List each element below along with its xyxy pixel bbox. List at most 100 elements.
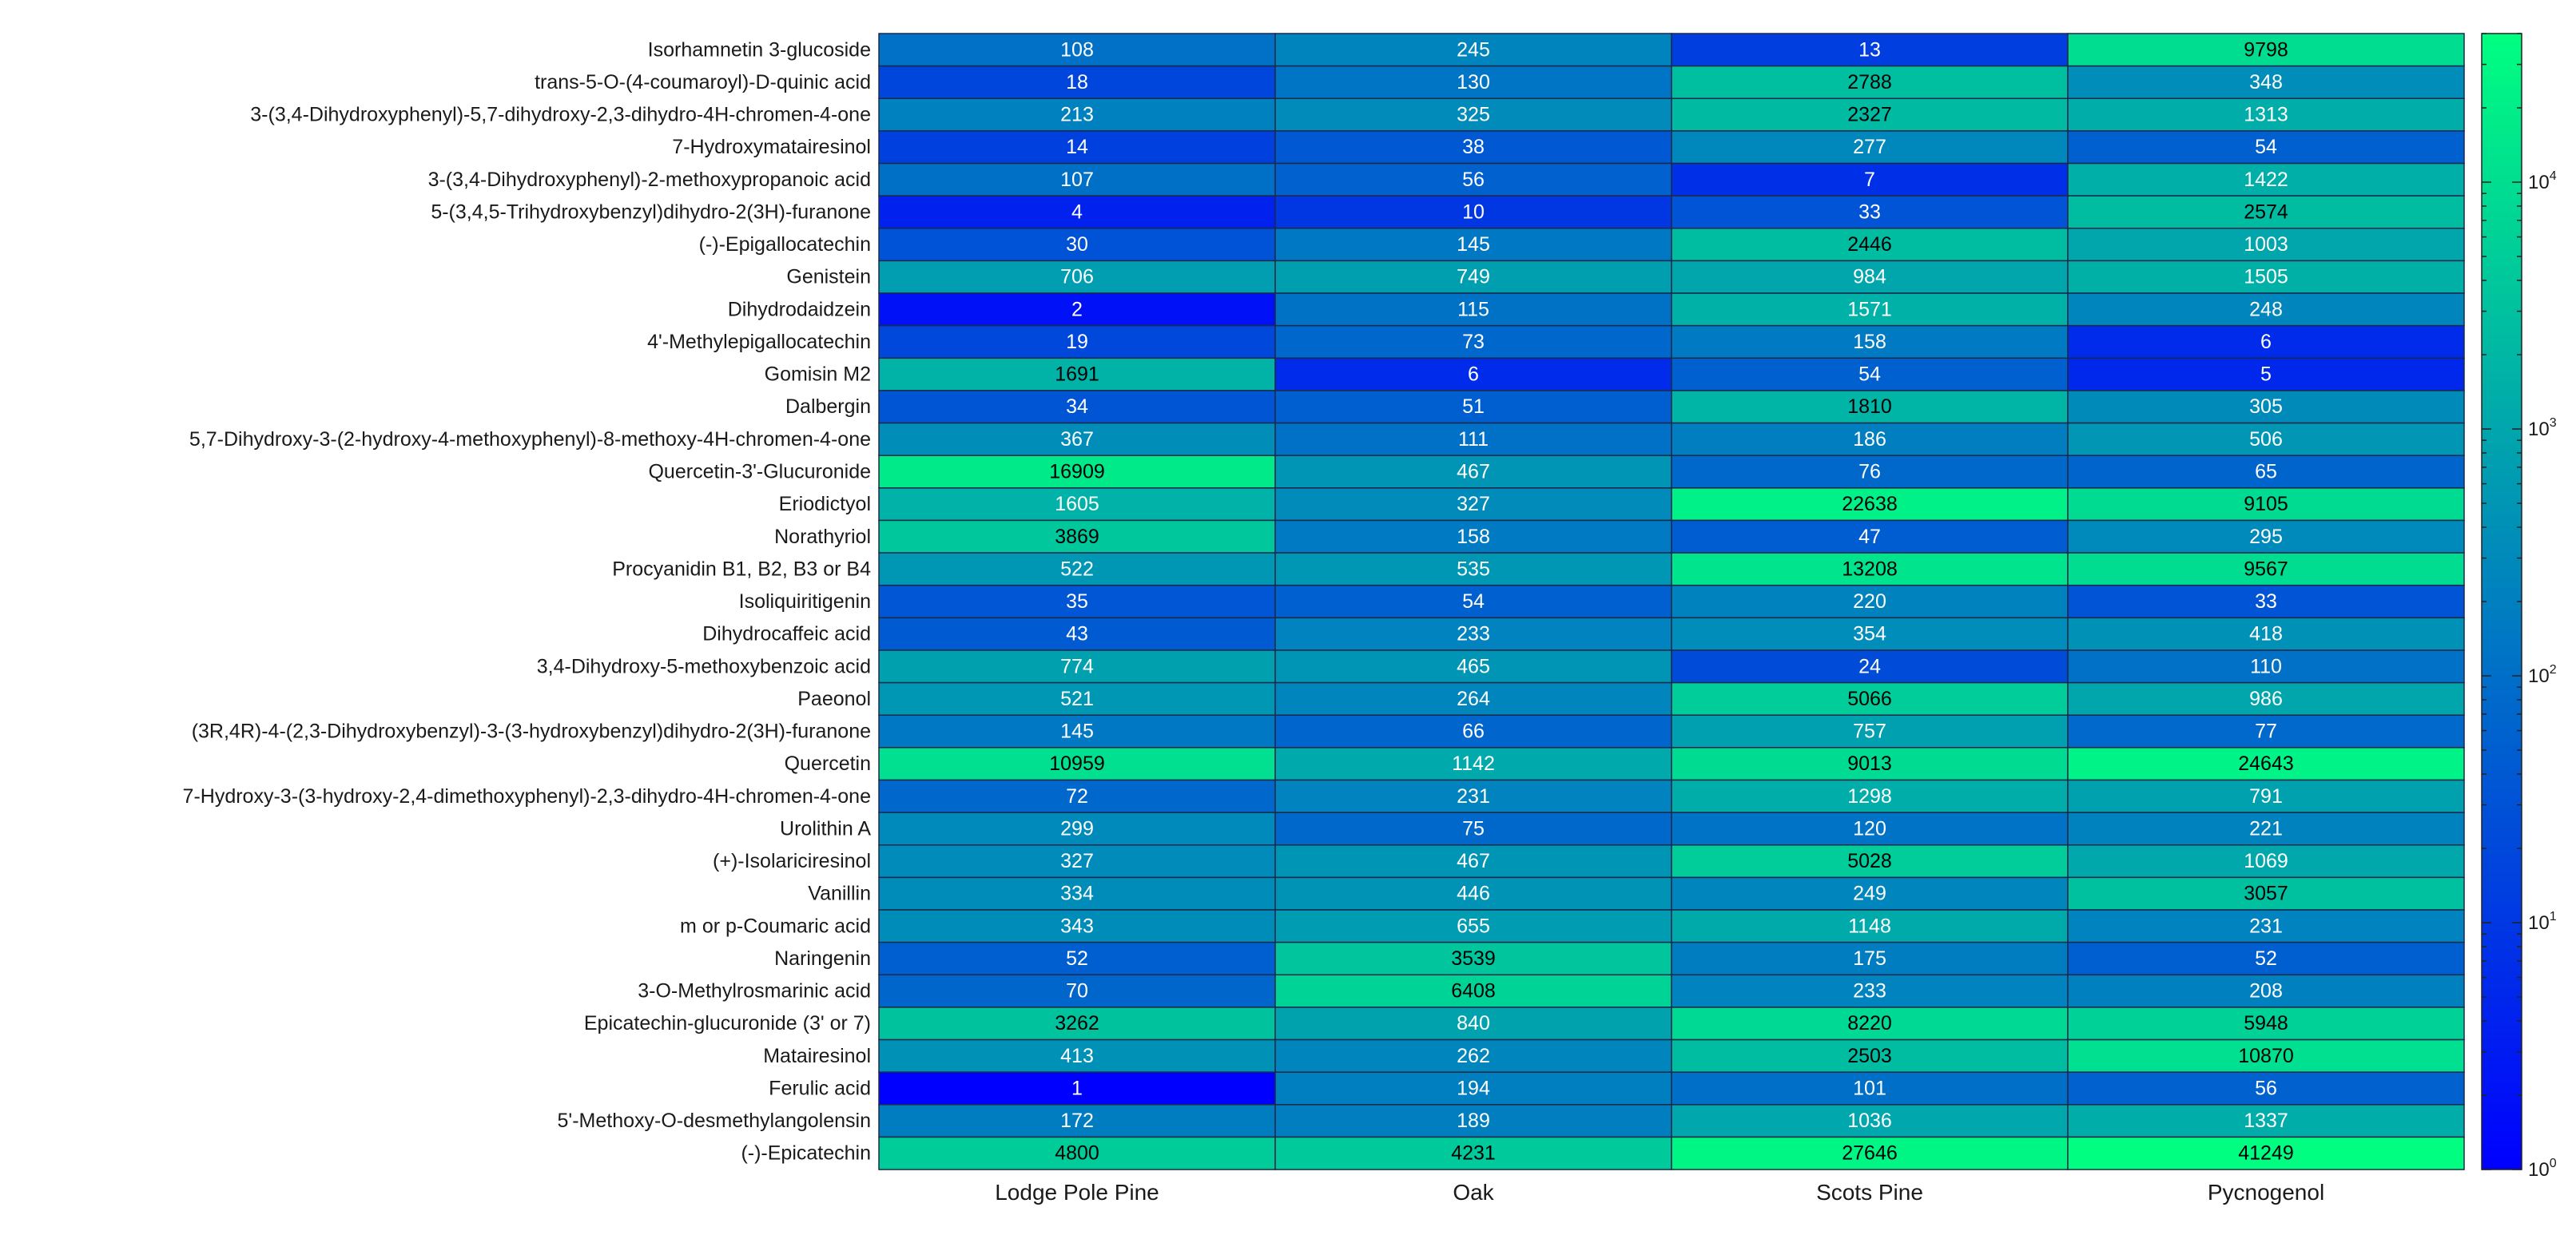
heatmap-cell — [878, 714, 1276, 749]
heatmap-cell — [1274, 1007, 1672, 1041]
row-label: Urolithin A — [780, 817, 871, 840]
cell-value-label: 145 — [1060, 721, 1094, 743]
column-labels: Lodge Pole Pine Oak Scots Pine Pycnogenol — [995, 1180, 2324, 1205]
cell-value-label: 110 — [2250, 655, 2282, 677]
row-label: Paeonol — [797, 688, 871, 710]
row-label: Quercetin — [785, 753, 871, 775]
heatmap-cell — [1274, 65, 1672, 100]
cell-value-label: 264 — [1457, 688, 1490, 710]
heatmap-cell — [2067, 162, 2465, 197]
row-label: 5-(3,4,5-Trihydroxybenzyl)dihydro-2(3H)-… — [431, 201, 871, 223]
cell-value-label: 158 — [1853, 331, 1886, 353]
row-label: trans-5-O-(4-coumaroyl)-D-quinic acid — [535, 71, 871, 93]
cell-value-label: 73 — [1462, 331, 1485, 353]
cell-value-label: 5066 — [1847, 688, 1892, 710]
cell-value-label: 65 — [2255, 461, 2277, 483]
heatmap-cell — [1671, 714, 2069, 749]
heatmap-cell — [878, 681, 1276, 716]
cell-value-label: 249 — [1853, 883, 1886, 905]
row-label: Ferulic acid — [769, 1077, 871, 1099]
cell-value-label: 521 — [1060, 688, 1094, 710]
heatmap-cell — [1274, 909, 1672, 943]
column-label-pycnogenol: Pycnogenol — [2208, 1180, 2324, 1205]
cell-value-label: 2 — [1071, 298, 1083, 320]
heatmap-cell — [1274, 681, 1672, 716]
heatmap-cell — [878, 519, 1276, 554]
cell-value-label: 72 — [1066, 785, 1088, 808]
colorbar-gradient — [2481, 33, 2522, 1170]
heatmap-cell — [2067, 617, 2465, 651]
cell-value-label: 56 — [1462, 169, 1485, 191]
heatmap-cell — [1671, 357, 2069, 391]
heatmap-cell — [878, 422, 1276, 456]
row-label: Gomisin M2 — [765, 363, 871, 386]
row-label: Genistein — [786, 266, 871, 288]
row-label: (-)-Epigallocatechin — [699, 233, 871, 256]
cell-value-label: 13208 — [1842, 558, 1898, 580]
heatmap-cell — [878, 455, 1276, 489]
cell-value-label: 120 — [1853, 817, 1886, 840]
heatmap-cell — [1671, 974, 2069, 1008]
heatmap-cell — [1274, 584, 1672, 619]
heatmap-cell — [2067, 292, 2465, 327]
cell-value-label: 1337 — [2244, 1110, 2288, 1132]
cell-value-label: 10959 — [1049, 753, 1105, 775]
row-label: (+)-Isolariciresinol — [713, 850, 871, 872]
colorbar-tick-label: 100 — [2528, 1157, 2557, 1181]
heatmap-cell — [1274, 33, 1672, 67]
cell-value-label: 56 — [2255, 1077, 2277, 1099]
heatmap-cell — [1671, 941, 2069, 976]
cell-value-label: 4231 — [1451, 1142, 1496, 1165]
column-label-scots-pine: Scots Pine — [1816, 1180, 1923, 1205]
heatmap-cell — [1274, 1104, 1672, 1138]
heatmap-cell — [1671, 552, 2069, 586]
row-label: m or p-Coumaric acid — [680, 915, 871, 937]
heatmap-cell — [1274, 130, 1672, 165]
cell-value-label: 343 — [1060, 915, 1094, 937]
cell-value-label: 77 — [2255, 721, 2277, 743]
heatmap-cell — [2067, 390, 2465, 424]
cell-value-label: 1810 — [1847, 395, 1892, 418]
cell-value-label: 325 — [1457, 104, 1490, 126]
heatmap-cell — [1671, 228, 2069, 262]
heatmap-cell — [2067, 455, 2465, 489]
cell-value-label: 1605 — [1055, 493, 1099, 515]
heatmap-cell — [1274, 844, 1672, 879]
heatmap-cell — [1274, 812, 1672, 846]
cell-value-label: 465 — [1457, 655, 1490, 677]
heatmap-cell — [1671, 260, 2069, 294]
cell-value-label: 413 — [1060, 1045, 1094, 1067]
cell-value-label: 213 — [1060, 104, 1094, 126]
heatmap-cell — [1671, 455, 2069, 489]
cell-value-label: 9105 — [2244, 493, 2288, 515]
heatmap-cell — [2067, 941, 2465, 976]
heatmap-cell — [2067, 1038, 2465, 1073]
row-label: Vanillin — [808, 883, 871, 905]
row-labels: Isorhamnetin 3-glucoside trans-5-O-(4-cou… — [183, 38, 872, 1164]
heatmap-cell — [1671, 162, 2069, 197]
cell-value-label: 774 — [1060, 655, 1094, 677]
heatmap-cell — [1671, 1071, 2069, 1106]
heatmap-cell — [1274, 195, 1672, 229]
heatmap-cell — [2067, 324, 2465, 359]
heatmap-cell — [1274, 422, 1672, 456]
row-label: Epicatechin-glucuronide (3' or 7) — [584, 1012, 871, 1034]
cell-value-label: 8220 — [1847, 1012, 1892, 1034]
cell-value-label: 248 — [2249, 298, 2283, 320]
heatmap-cell — [2067, 33, 2465, 67]
heatmap-cell — [1671, 195, 2069, 229]
heatmap-cell — [2067, 519, 2465, 554]
heatmap-cell — [1671, 324, 2069, 359]
heatmap-cell — [1274, 1136, 1672, 1170]
cell-value-label: 111 — [1458, 428, 1489, 451]
heatmap-cell — [1671, 1104, 2069, 1138]
cell-value-label: 299 — [1060, 817, 1094, 840]
colorbar-tick-base: 10 — [2528, 172, 2550, 193]
cell-value-label: 231 — [1457, 785, 1490, 808]
cell-value-label: 1069 — [2244, 850, 2288, 872]
cell-value-label: 27646 — [1842, 1142, 1898, 1165]
heatmap-cell — [2067, 649, 2465, 684]
heatmap-cell — [878, 1007, 1276, 1041]
